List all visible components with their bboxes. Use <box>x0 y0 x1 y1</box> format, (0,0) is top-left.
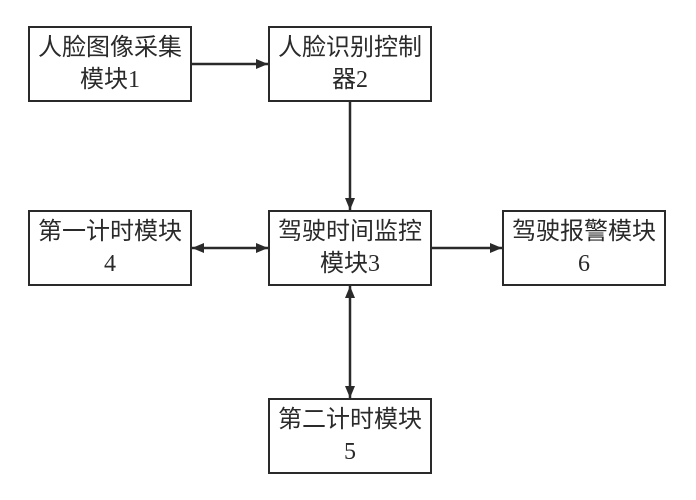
node-timer-2: 第二计时模块5 <box>268 398 432 474</box>
node-label: 第一计时模块4 <box>38 216 182 281</box>
node-timer-1: 第一计时模块4 <box>28 210 192 286</box>
node-face-controller: 人脸识别控制器2 <box>268 26 432 102</box>
node-alarm: 驾驶报警模块6 <box>502 210 666 286</box>
node-label: 驾驶报警模块6 <box>512 216 656 281</box>
node-label: 第二计时模块5 <box>278 404 422 469</box>
node-label: 人脸图像采集模块1 <box>38 32 182 97</box>
node-face-capture: 人脸图像采集模块1 <box>28 26 192 102</box>
node-drive-monitor: 驾驶时间监控模块3 <box>268 210 432 286</box>
node-label: 人脸识别控制器2 <box>278 32 422 97</box>
node-label: 驾驶时间监控模块3 <box>278 216 422 281</box>
